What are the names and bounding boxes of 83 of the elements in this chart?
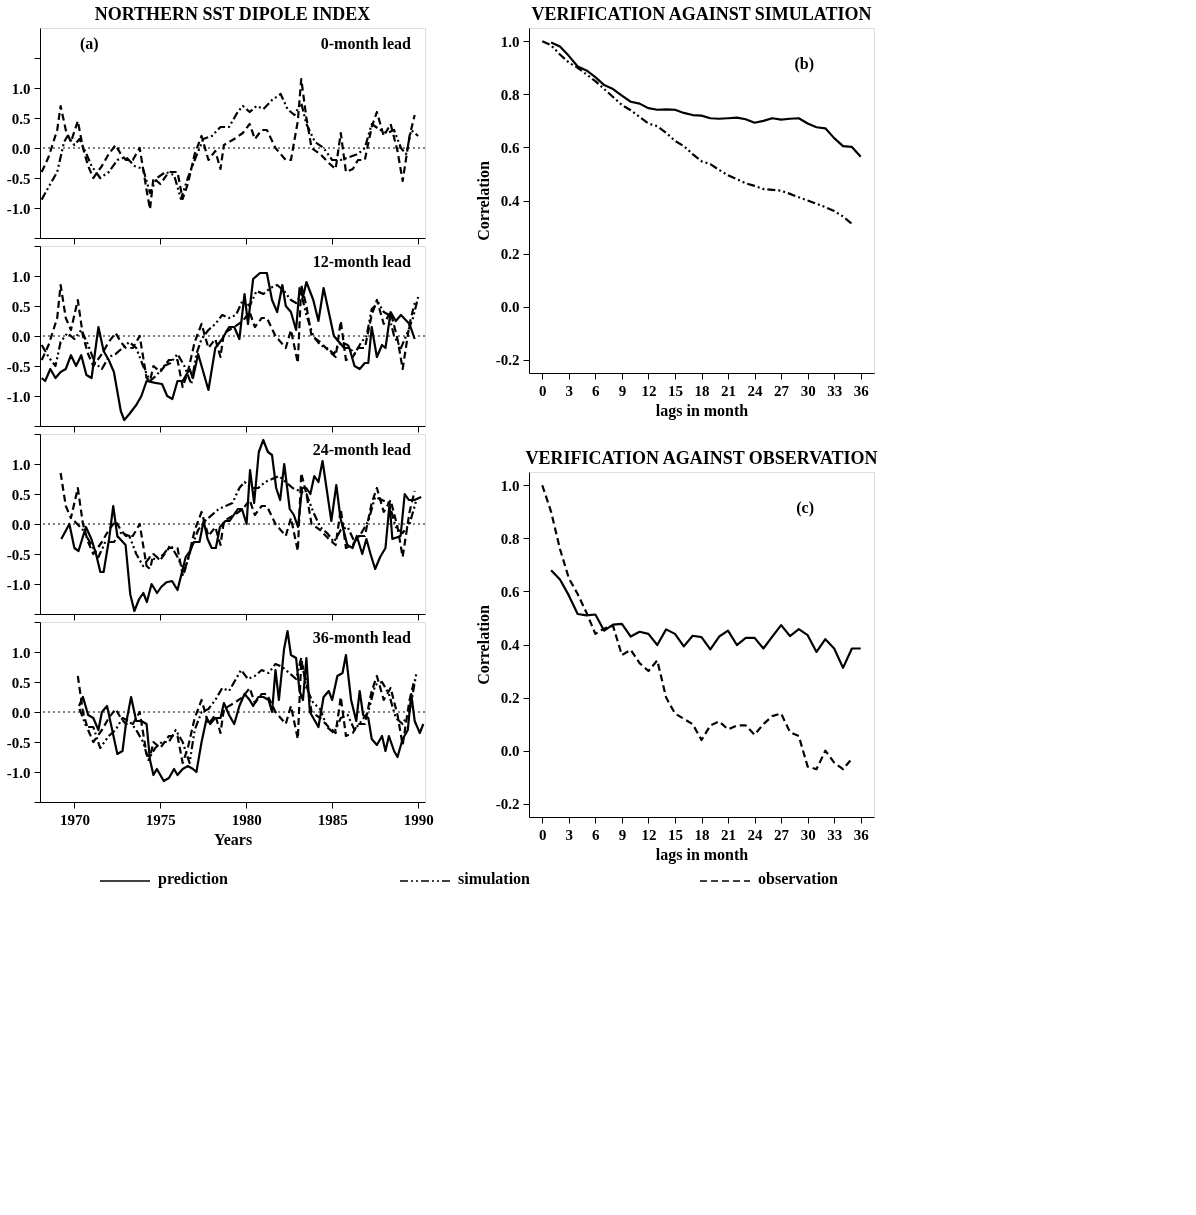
y-tick-label: 0.0 <box>11 140 31 157</box>
x-tick-label: 30 <box>800 382 816 399</box>
x-tick-label: 9 <box>618 382 627 399</box>
x-tick-label: 18 <box>694 382 710 399</box>
y-tick-label: 0.0 <box>11 516 31 533</box>
y-tick-label: 0.5 <box>11 486 31 503</box>
y-tick-label: 0.5 <box>11 298 31 315</box>
y-tick-label: 1.0 <box>11 80 31 97</box>
y-tick-label: 0.2 <box>500 690 520 707</box>
y-tick-label: 0.6 <box>500 583 520 600</box>
x-tick-label: 1990 <box>403 811 434 828</box>
y-tick-label: 0.5 <box>11 674 31 691</box>
y-tick-label: 0.8 <box>500 530 520 547</box>
y-axis-title: Correlation <box>474 605 492 685</box>
x-tick-label: 12 <box>641 826 657 843</box>
x-axis-title: lags in month <box>655 401 749 420</box>
chart-title: NORTHERN SST DIPOLE INDEX <box>94 4 371 24</box>
x-tick-label: 15 <box>667 826 683 843</box>
x-tick-label: 1975 <box>145 811 176 828</box>
y-tick-label: -1.0 <box>6 200 31 217</box>
y-tick-label: 0.4 <box>500 637 520 653</box>
x-tick-label: 1980 <box>231 811 262 828</box>
y-tick-label: 1.0 <box>500 33 520 50</box>
x-tick-label: 6 <box>592 826 601 843</box>
x-tick-label: 1970 <box>59 811 90 828</box>
x-tick-label: 27 <box>774 382 790 399</box>
x-tick-label: 3 <box>565 382 574 399</box>
y-tick-label: -0.2 <box>495 796 520 813</box>
y-tick-label: 0.6 <box>500 139 520 156</box>
x-tick-label: 21 <box>721 826 737 843</box>
legend-label: prediction <box>158 870 229 888</box>
y-tick-label: 1.0 <box>11 456 31 473</box>
x-tick-label: 3 <box>565 826 574 843</box>
x-tick-label: 1985 <box>317 811 348 828</box>
y-tick-label: -1.0 <box>6 576 31 593</box>
x-tick-label: 36 <box>853 382 870 399</box>
y-tick-label: -0.2 <box>495 352 520 369</box>
y-tick-label: 1.0 <box>11 268 31 285</box>
y-tick-label: 0.0 <box>500 743 520 760</box>
annotation: (b) <box>794 55 814 73</box>
chart-subtitle: 36-month lead <box>312 629 412 646</box>
x-tick-label: 15 <box>667 382 683 399</box>
y-tick-label: 0.2 <box>500 246 520 263</box>
x-tick-label: 18 <box>694 826 710 843</box>
annotation: (c) <box>796 499 814 517</box>
x-tick-label: 24 <box>747 382 764 399</box>
chart-subtitle: 0-month lead <box>320 35 412 52</box>
y-tick-label: 1.0 <box>11 644 31 661</box>
y-axis-title: Correlation <box>474 161 492 241</box>
x-tick-label: 24 <box>747 826 764 843</box>
x-tick-label: 0 <box>539 382 547 399</box>
x-tick-label: 33 <box>827 382 843 399</box>
annotation: (a) <box>80 35 99 53</box>
x-tick-label: 0 <box>539 826 547 843</box>
x-tick-label: 36 <box>853 826 870 843</box>
legend-label: observation <box>758 870 839 887</box>
y-tick-label: -0.5 <box>6 358 31 375</box>
y-tick-label: 0.0 <box>11 328 31 345</box>
x-axis-title: lags in month <box>655 845 749 864</box>
chart-subtitle: 12-month lead <box>312 253 412 270</box>
y-tick-label: -1.0 <box>6 764 31 781</box>
y-tick-label: -0.5 <box>6 546 31 563</box>
x-tick-label: 30 <box>800 826 816 843</box>
y-tick-label: -0.5 <box>6 734 31 751</box>
chart-title: VERIFICATION AGAINST OBSERVATION <box>525 448 878 468</box>
chart-subtitle: 24-month lead <box>312 441 412 458</box>
x-tick-label: 12 <box>641 382 657 399</box>
y-tick-label: 0.5 <box>11 110 31 127</box>
y-tick-label: 0.8 <box>500 86 520 103</box>
x-tick-label: 33 <box>827 826 843 843</box>
y-tick-label: -0.5 <box>6 170 31 187</box>
x-tick-label: 6 <box>592 382 601 399</box>
y-tick-label: 0.0 <box>11 704 31 721</box>
chart-title: VERIFICATION AGAINST SIMULATION <box>531 4 872 24</box>
x-tick-label: 27 <box>774 826 790 843</box>
x-axis-title: Years <box>213 830 253 848</box>
y-tick-label: 1.0 <box>500 477 520 494</box>
x-tick-label: 9 <box>618 826 627 843</box>
y-tick-label: 0.0 <box>500 299 520 316</box>
y-tick-label: -1.0 <box>6 388 31 405</box>
legend-label: simulation <box>458 870 531 887</box>
y-tick-label: 0.4 <box>500 193 520 209</box>
x-tick-label: 21 <box>721 382 737 399</box>
